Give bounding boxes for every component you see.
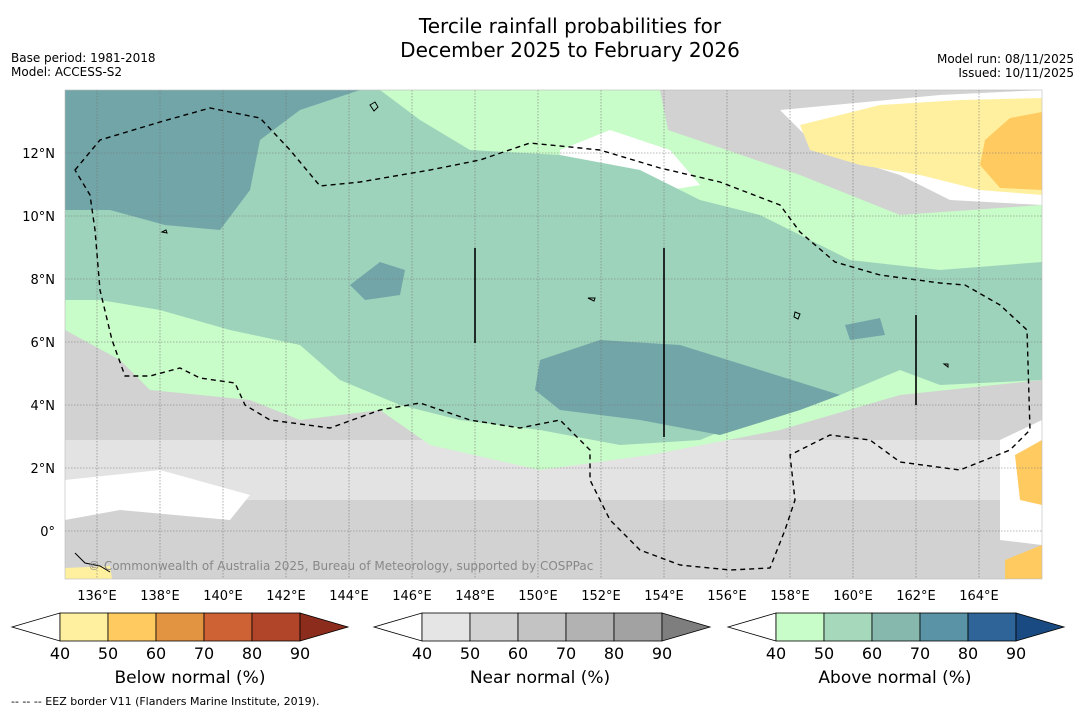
colorbar-below-tick-label: 40 bbox=[50, 644, 70, 663]
above-normal-50-area bbox=[65, 90, 1042, 445]
lon-label: 140°E bbox=[203, 589, 243, 604]
islands bbox=[474, 248, 917, 437]
colorbar-below-segment bbox=[203, 612, 253, 642]
below-normal-40-ne bbox=[800, 98, 1042, 195]
colorbar-above-normal: 40 50 60 70 80 90 bbox=[726, 612, 1066, 663]
above-normal-label: Above normal (%) bbox=[818, 668, 972, 688]
copyright-text: © Commonwealth of Australia 2025, Bureau… bbox=[88, 559, 593, 573]
below-normal-50-ne bbox=[980, 112, 1042, 190]
above-normal-60-patch-3 bbox=[845, 318, 885, 340]
meta-right: Model run: 08/11/2025 Issued: 10/11/2025 bbox=[937, 52, 1074, 80]
island-dots bbox=[74, 101, 949, 573]
colorbar-near-tick-label: 90 bbox=[652, 644, 672, 663]
colorbar-above-tick-label: 50 bbox=[814, 644, 834, 663]
lat-label: 10°N bbox=[22, 210, 55, 225]
colorbar-above-segment bbox=[919, 612, 969, 642]
above-normal-60-patch-1 bbox=[535, 340, 840, 435]
colorbar-above-extend-high bbox=[1015, 612, 1066, 642]
colorbar-below-segment bbox=[251, 612, 301, 642]
colorbar-above-segment bbox=[871, 612, 921, 642]
below-normal-50-e bbox=[1015, 440, 1042, 505]
colorbar-below-tick-label: 60 bbox=[146, 644, 166, 663]
lon-label: 164°E bbox=[959, 589, 999, 604]
lon-label: 156°E bbox=[707, 589, 747, 604]
gridlines bbox=[65, 90, 1042, 579]
colorbar-near-normal: 40 50 60 70 80 90 bbox=[372, 612, 712, 663]
colorbar-near-tick-label: 50 bbox=[460, 644, 480, 663]
colorbar-near-segment bbox=[469, 612, 519, 642]
below-normal-label: Below normal (%) bbox=[114, 668, 266, 688]
lon-label: 150°E bbox=[518, 589, 558, 604]
base-period: Base period: 1981-2018 bbox=[11, 51, 156, 65]
colorbar-near-segment bbox=[421, 612, 471, 642]
colorbar-above-tick-label: 90 bbox=[1006, 644, 1026, 663]
colorbar-below-tick-label: 90 bbox=[290, 644, 310, 663]
map-title: Tercile rainfall probabilities for Decem… bbox=[0, 14, 1085, 62]
lon-label: 158°E bbox=[770, 589, 810, 604]
lat-label: 8°N bbox=[31, 273, 56, 288]
lon-label: 154°E bbox=[644, 589, 684, 604]
lat-label: 2°N bbox=[31, 462, 56, 477]
near-normal-label: Near normal (%) bbox=[469, 668, 611, 688]
colorbar-above-extend-low bbox=[726, 612, 777, 642]
title-line-1: Tercile rainfall probabilities for bbox=[418, 14, 722, 38]
colorbar-below-normal: 40 50 60 70 80 90 bbox=[10, 612, 350, 663]
colorbar-near-segment bbox=[517, 612, 567, 642]
colorbar-near-tick-label: 60 bbox=[508, 644, 528, 663]
lon-label: 152°E bbox=[581, 589, 621, 604]
colorbar-below-segment bbox=[155, 612, 205, 642]
white-patch-4 bbox=[65, 470, 250, 520]
colorbar-near-segment bbox=[613, 612, 663, 642]
colorbar-above-segment bbox=[967, 612, 1017, 642]
colorbar-near-tick-label: 40 bbox=[412, 644, 432, 663]
above-normal-60-patch-2 bbox=[350, 262, 405, 300]
below-normal-40-sw bbox=[65, 566, 112, 579]
lon-label: 138°E bbox=[140, 589, 180, 604]
colorbar-near-tick-label: 80 bbox=[604, 644, 624, 663]
colorbar-above-segment bbox=[775, 612, 825, 642]
eez-border bbox=[74, 107, 1031, 571]
lon-label: 136°E bbox=[77, 589, 117, 604]
colorbar-below-tick-label: 70 bbox=[194, 644, 214, 663]
colorbar-above-tick-label: 60 bbox=[862, 644, 882, 663]
lon-label: 142°E bbox=[266, 589, 306, 604]
lat-label: 4°N bbox=[31, 399, 56, 414]
above-normal-60-area bbox=[65, 90, 360, 230]
below-normal-50-se bbox=[1005, 545, 1042, 579]
lon-label: 162°E bbox=[896, 589, 936, 604]
lon-label: 144°E bbox=[329, 589, 369, 604]
colorbar-below-segment bbox=[59, 612, 109, 642]
model-run: Model run: 08/11/2025 bbox=[936, 52, 1074, 66]
colorbar-above-tick-label: 80 bbox=[958, 644, 978, 663]
lon-label: 148°E bbox=[455, 589, 495, 604]
map-field: © Commonwealth of Australia 2025, Bureau… bbox=[65, 90, 1042, 579]
colorbar-near-extend-low bbox=[372, 612, 423, 642]
colorbar-below-tick-label: 80 bbox=[242, 644, 262, 663]
colorbar-near-tick-label: 70 bbox=[556, 644, 576, 663]
lon-label: 146°E bbox=[392, 589, 432, 604]
lat-label: 12°N bbox=[22, 147, 55, 162]
issued-date: Issued: 10/11/2025 bbox=[958, 66, 1074, 80]
colorbar-below-segment bbox=[107, 612, 157, 642]
lat-labels: 12°N 10°N 8°N 6°N 4°N 2°N 0° bbox=[22, 147, 55, 540]
colorbar-below-tick-label: 50 bbox=[98, 644, 118, 663]
model-name: Model: ACCESS-S2 bbox=[11, 65, 123, 79]
lat-label: 0° bbox=[40, 525, 55, 540]
colorbar-near-segment bbox=[565, 612, 615, 642]
map-frame bbox=[64, 89, 1043, 580]
colorbar-below-extend-high bbox=[299, 612, 350, 642]
lat-label: 6°N bbox=[31, 336, 56, 351]
meta-left: Base period: 1981-2018 Model: ACCESS-S2 bbox=[11, 51, 156, 79]
colorbar-above-tick-label: 70 bbox=[910, 644, 930, 663]
lon-label: 160°E bbox=[833, 589, 873, 604]
colorbar-near-extend-high bbox=[661, 612, 712, 642]
colorbar-below-extend-low bbox=[10, 612, 61, 642]
colorbar-above-tick-label: 40 bbox=[766, 644, 786, 663]
colorbar-above-segment bbox=[823, 612, 873, 642]
eez-footnote: -- -- -- EEZ border V11 (Flanders Marine… bbox=[11, 695, 320, 708]
title-line-2: December 2025 to February 2026 bbox=[400, 38, 740, 62]
lon-labels: 136°E 138°E 140°E 142°E 144°E 146°E 148°… bbox=[77, 589, 999, 604]
